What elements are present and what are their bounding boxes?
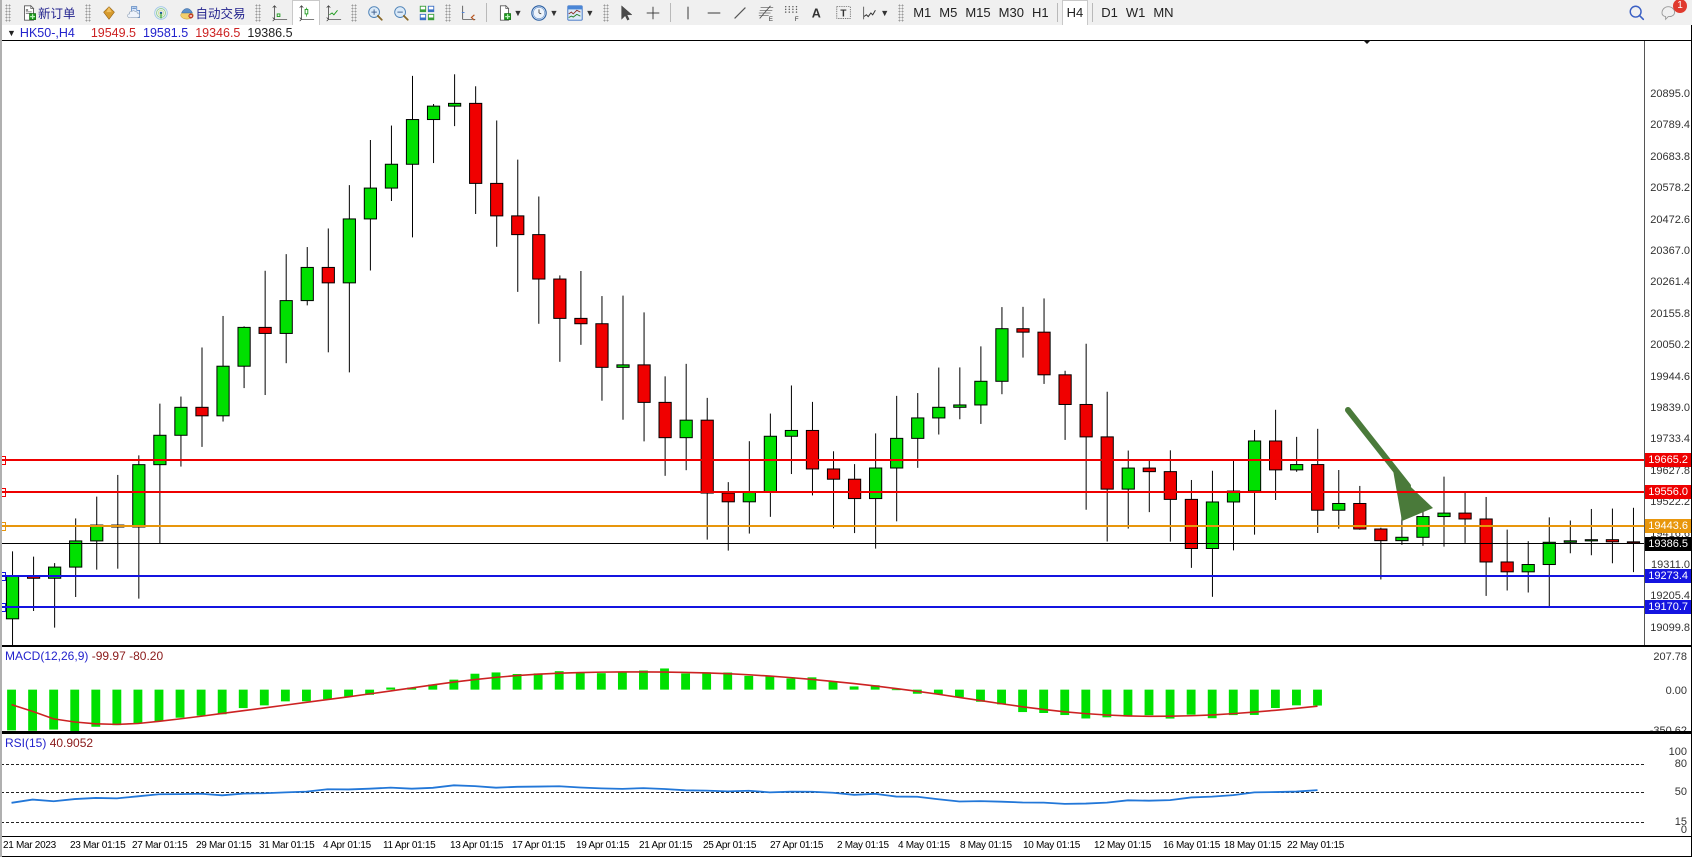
svg-text:A: A	[812, 6, 821, 20]
svg-text:E: E	[769, 16, 773, 22]
svg-text:F: F	[795, 16, 799, 22]
svg-text:T: T	[841, 8, 847, 19]
